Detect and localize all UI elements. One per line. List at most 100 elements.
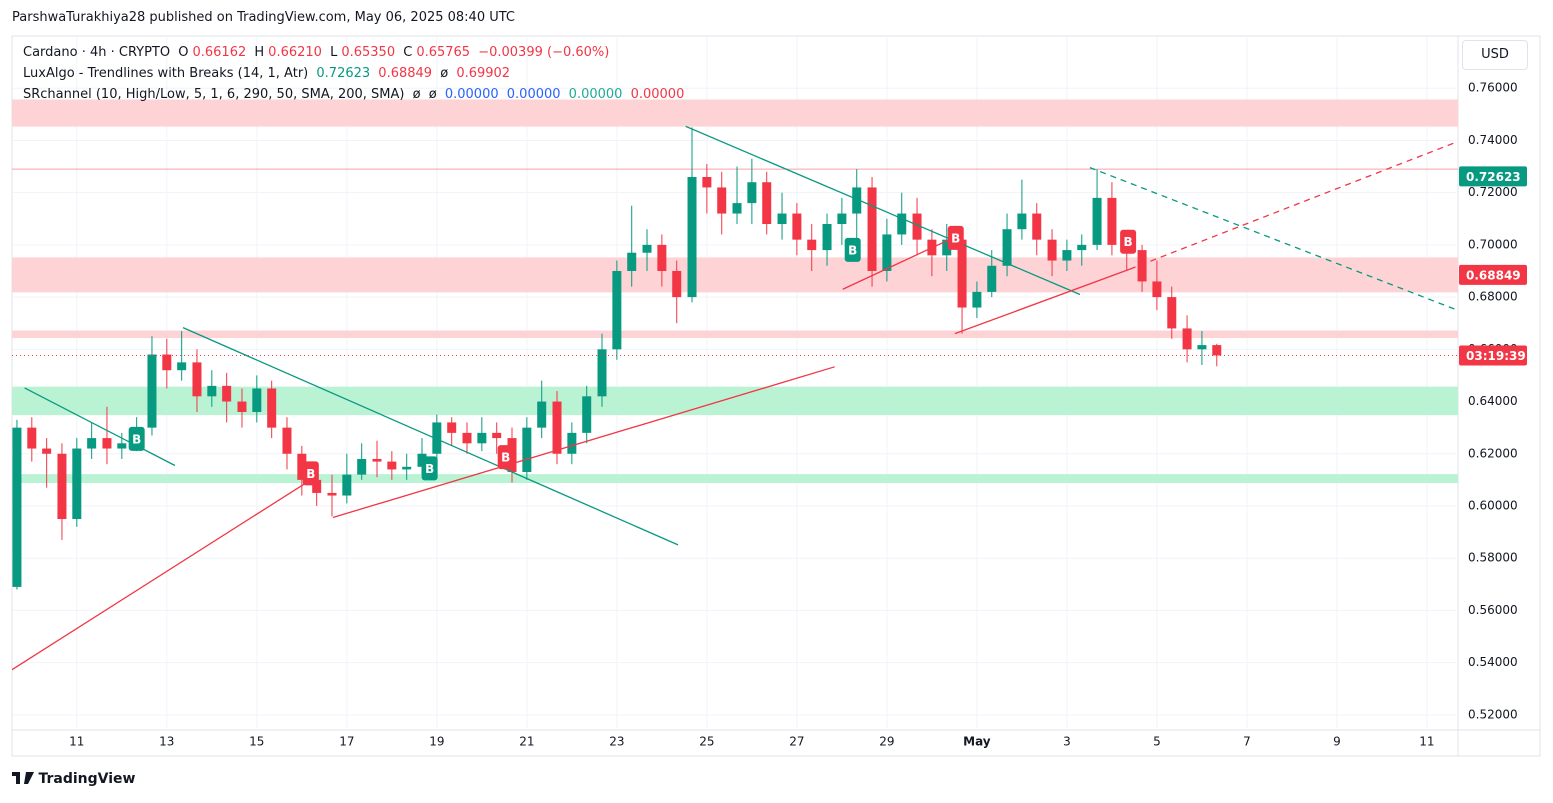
candle-body (882, 234, 892, 271)
candle-body (162, 354, 172, 371)
candle-body (807, 239, 817, 251)
y-tick-label: 0.56000 (1468, 603, 1518, 617)
candle-body (252, 388, 262, 412)
candle-body (1107, 197, 1117, 245)
candle-body (447, 422, 457, 433)
candle-body (1152, 281, 1162, 298)
indicator-name: SRchannel (10, High/Low, 5, 1, 6, 290, 5… (23, 87, 405, 102)
candle-body (942, 239, 952, 256)
axes: 0.52000 0.54000 0.56000 0.58000 0.60000 0.620… (69, 81, 1527, 749)
candle-body (267, 388, 277, 428)
l-value: 0.65350 (341, 45, 396, 60)
candle-body (687, 176, 697, 298)
trendline (954, 268, 1131, 335)
price-label-box (1459, 166, 1527, 187)
candle-body (402, 466, 412, 470)
candle-body (312, 479, 322, 493)
candle-body (222, 385, 232, 402)
candle-body (477, 432, 487, 444)
candle-body (627, 252, 637, 271)
indicator-value: 0.00000 (506, 87, 561, 102)
break-signal (302, 461, 319, 486)
break-signal-label: B (848, 243, 857, 257)
y-tick-label: 0.68000 (1468, 290, 1518, 304)
candle-body (207, 385, 217, 397)
h-value: 0.66210 (268, 45, 322, 60)
indicator-symbol: ø (440, 66, 449, 81)
break-signal-label: B (501, 451, 510, 465)
candle-body (12, 427, 22, 587)
y-tick-label: 0.60000 (1468, 498, 1518, 512)
sr-zone (12, 474, 1458, 483)
candle-body (237, 401, 247, 412)
price-label-box (1459, 345, 1527, 366)
currency-button[interactable]: USD (1462, 40, 1528, 70)
trendline (842, 236, 956, 290)
candle-body (537, 401, 547, 428)
x-tick-label: 19 (429, 735, 444, 749)
x-tick-label: 13 (159, 735, 174, 749)
break-signal (421, 456, 438, 481)
brand-name: TradingView (38, 771, 136, 787)
break-signal (128, 426, 145, 451)
indicator-symbol: ø (412, 87, 421, 102)
symbol: Cardano · 4h · CRYPTO (23, 45, 171, 60)
y-tick-label: 0.54000 (1468, 655, 1518, 669)
candle-body (1047, 239, 1057, 261)
y-tick-label: 0.52000 (1468, 707, 1518, 721)
candle-body (147, 354, 157, 428)
x-tick-label: 29 (879, 735, 894, 749)
candle-body (1212, 345, 1222, 356)
price-label: 0.68849 (1466, 268, 1521, 282)
candle-body (777, 213, 787, 224)
x-tick-label: 11 (69, 735, 84, 749)
plot-area: B B B B B B B (12, 36, 1458, 730)
y-tick-label: 0.74000 (1468, 133, 1518, 147)
c-value: 0.65765 (416, 45, 471, 60)
x-tick-label: 15 (249, 735, 264, 749)
candle-body (732, 203, 742, 214)
x-tick-label: 27 (789, 735, 804, 749)
candle-body (1032, 213, 1042, 240)
indicator-value: 0.00000 (630, 87, 685, 102)
legend-indicator-2[interactable]: SRchannel (10, High/Low, 5, 1, 6, 290, 5… (23, 87, 688, 102)
change: −0.00399 (−0.60%) (478, 45, 610, 60)
candle-body (387, 461, 397, 470)
candle-body (1077, 244, 1087, 251)
candle-body (897, 213, 907, 235)
trendline (1129, 140, 1458, 270)
y-tick-label: 0.58000 (1468, 551, 1518, 565)
y-tick-label: 0.70000 (1468, 237, 1518, 251)
candle-body (1137, 250, 1147, 282)
indicator-value: 0.69902 (456, 66, 511, 81)
candle-body (642, 244, 652, 253)
indicator-value: 0.68849 (378, 66, 433, 81)
y-tick-label: 0.64000 (1468, 394, 1518, 408)
indicator-symbol: ø (428, 87, 437, 102)
candle-body (27, 427, 37, 449)
brand-logo (12, 768, 34, 784)
candle-body (912, 213, 922, 240)
break-signal-label: B (306, 467, 315, 481)
candle-body (1062, 250, 1072, 261)
candle-body (957, 239, 967, 308)
candle-body (117, 443, 127, 449)
sr-zone (12, 257, 1458, 293)
x-tick-label: 9 (1333, 735, 1341, 749)
candle-body (1092, 197, 1102, 245)
x-tick-label: 5 (1153, 735, 1161, 749)
candle-body (762, 182, 772, 224)
candle-body (342, 474, 352, 496)
break-signal-label: B (425, 462, 434, 476)
x-tick-label: 21 (519, 735, 534, 749)
candle-body (1002, 229, 1012, 266)
candle-body (717, 187, 727, 214)
legend-indicator-1[interactable]: LuxAlgo - Trendlines with Breaks (14, 1,… (23, 66, 514, 81)
candle-body (282, 427, 292, 454)
candle-body (972, 291, 982, 308)
break-signal (497, 445, 514, 470)
c-label: C (403, 45, 413, 60)
legend-symbol: Cardano · 4h · CRYPTO O 0.66162 H 0.66210 … (23, 45, 613, 60)
break-signal (1120, 229, 1137, 254)
